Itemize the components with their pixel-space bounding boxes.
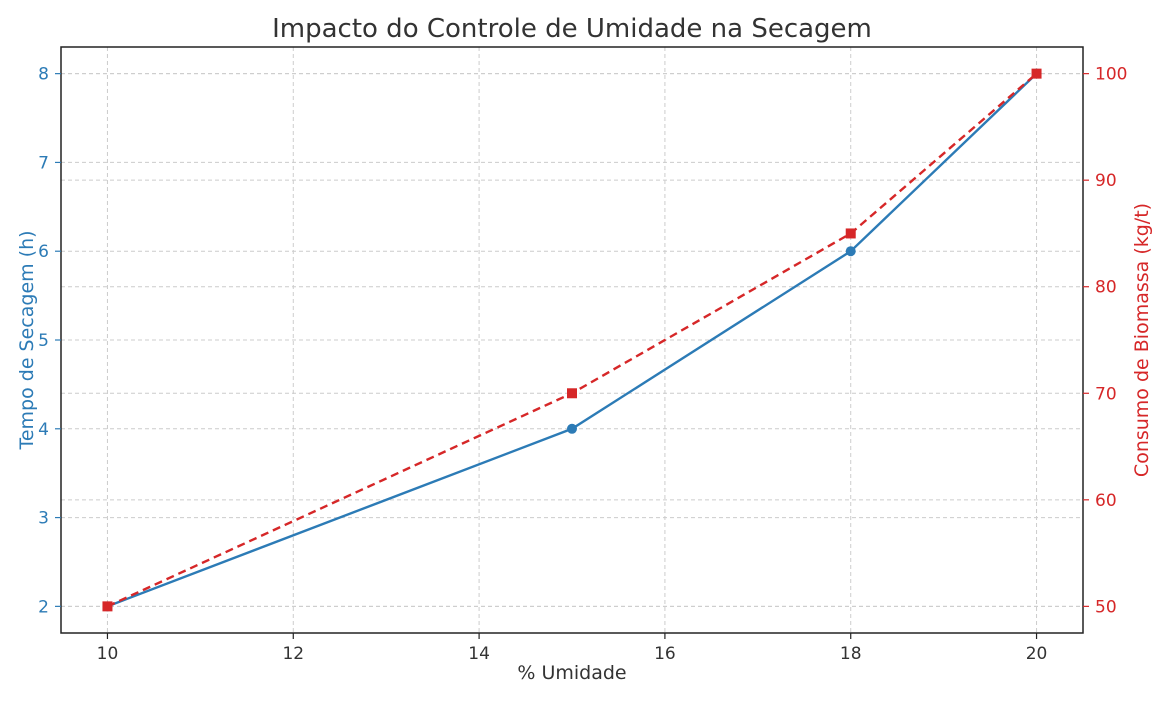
y-axis-left-label: Tempo de Secagem (h) [16,230,38,450]
series-1-point [567,423,577,434]
y-left-tick-label: 8 [38,65,49,85]
y-left-tick-label: 6 [38,242,49,262]
y-right-tick-label: 60 [1095,491,1117,511]
y-axis-right-label: Consumo de Biomassa (kg/t) [1131,203,1153,477]
y-left-tick-label: 3 [38,509,49,529]
x-tick-label: 14 [468,644,490,664]
x-tick-label: 18 [840,644,862,664]
series-2-point [567,388,577,399]
series-2-point [1031,68,1042,79]
grid [61,47,1083,633]
y-right-tick-label: 80 [1095,278,1117,298]
series-1-point [845,246,856,257]
series-line-1 [107,72,1038,608]
ticks: 10 12 14 16 18 20 2 3 4 5 6 7 8 50 60 70 80 90 100 [38,65,1127,664]
y-right-tick-label: 50 [1095,597,1117,617]
x-tick-label: 20 [1026,644,1048,664]
series-layer [102,68,1042,612]
x-tick-label: 16 [654,644,676,664]
y-right-tick-label: 100 [1095,65,1127,85]
x-tick-label: 12 [282,644,304,664]
series-2-point [845,228,856,239]
y-left-tick-label: 5 [38,331,49,351]
series-line-2 [106,72,1038,608]
x-axis-label: % Umidade [517,662,626,684]
y-left-tick-label: 7 [38,153,49,173]
series-2-point [102,601,113,612]
y-left-tick-label: 4 [38,420,49,440]
y-right-tick-label: 90 [1095,171,1117,191]
chart-title: Impacto do Controle de Umidade na Secage… [272,14,872,44]
y-right-tick-label: 70 [1095,384,1117,404]
x-tick-label: 10 [97,644,119,664]
y-left-tick-label: 2 [38,597,49,617]
